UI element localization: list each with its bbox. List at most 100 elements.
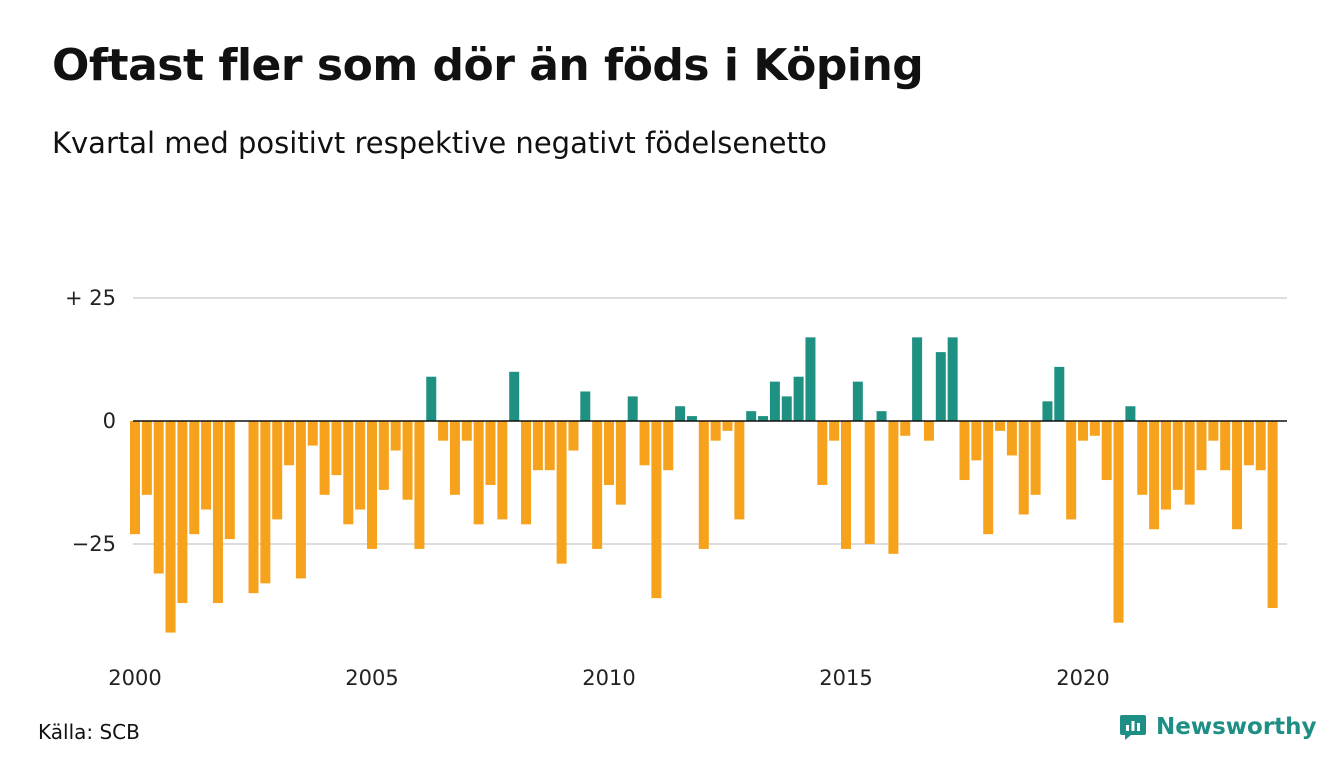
chart-bar xyxy=(1089,421,1100,436)
chart-bar xyxy=(189,421,200,535)
chart-bar xyxy=(1042,401,1053,421)
chart-bar xyxy=(414,421,425,549)
chart-bar xyxy=(746,411,757,421)
chart-bar xyxy=(130,421,140,535)
chart-bar xyxy=(1232,421,1243,530)
chart-bar xyxy=(165,421,176,633)
chart-bar xyxy=(995,421,1006,431)
chart-bar xyxy=(912,337,923,421)
chart-bar xyxy=(710,421,721,441)
chart-bar xyxy=(521,421,532,525)
chart-bar xyxy=(1018,421,1029,515)
chart-bar xyxy=(426,376,437,421)
chart-bar xyxy=(438,421,449,441)
chart-bar xyxy=(829,421,840,441)
chart-bar xyxy=(935,352,946,421)
y-tick-label: 0 xyxy=(103,409,116,433)
chart-bar xyxy=(1220,421,1231,471)
source-note: Källa: SCB xyxy=(38,720,140,744)
chart-bar xyxy=(615,421,626,505)
x-tick-label: 2015 xyxy=(819,666,872,690)
chart-bar xyxy=(639,421,650,466)
chart-bar xyxy=(343,421,354,525)
chart-bar xyxy=(1172,421,1183,490)
newsworthy-brand: Newsworthy xyxy=(1118,712,1317,742)
chart-bar xyxy=(1243,421,1254,466)
chart-bar xyxy=(1137,421,1148,495)
chart-bar xyxy=(781,396,792,421)
chart-bar xyxy=(793,376,804,421)
chart-bar xyxy=(248,421,259,594)
chart-bar xyxy=(378,421,389,490)
chart-bar xyxy=(1078,421,1088,441)
chart-bar xyxy=(900,421,911,436)
chart-bar xyxy=(1255,421,1266,471)
chart-bar xyxy=(260,421,271,584)
chart-bar xyxy=(675,406,686,421)
chart-bar xyxy=(1066,421,1077,520)
chart-bar xyxy=(841,421,851,549)
chart-bar xyxy=(876,411,887,421)
chart-bar xyxy=(355,421,366,510)
chart-bar xyxy=(1006,421,1017,456)
chart-bar xyxy=(390,421,401,451)
chart-bar xyxy=(1030,421,1041,495)
chart-bar xyxy=(544,421,555,471)
chart-bar xyxy=(532,421,543,471)
chart-bar xyxy=(497,421,508,520)
chart-bar xyxy=(1160,421,1171,510)
chart-bar xyxy=(402,421,413,500)
x-tick-label: 2005 xyxy=(345,666,398,690)
chart-bar xyxy=(580,391,591,421)
chart-bar xyxy=(769,381,780,421)
chart-bar xyxy=(177,421,188,604)
chart-bar xyxy=(1267,421,1278,608)
chart-bar xyxy=(663,421,674,471)
chart-bar xyxy=(805,337,816,421)
chart-bar xyxy=(1208,421,1219,441)
chart-bar xyxy=(923,421,934,441)
chart-bar xyxy=(461,421,472,441)
chart-bar xyxy=(604,421,614,485)
chart-bar xyxy=(698,421,709,549)
chart-bar xyxy=(983,421,994,535)
chart-bar xyxy=(473,421,484,525)
chart-bar xyxy=(272,421,283,520)
chart-bar xyxy=(331,421,342,476)
chart-subtitle: Kvartal med positivt respektive negativt… xyxy=(52,126,827,160)
chart-bar xyxy=(686,416,697,421)
chart-bar xyxy=(367,421,377,549)
chart-bar xyxy=(959,421,970,481)
chart-bar xyxy=(1101,421,1112,481)
chart-bar xyxy=(651,421,662,599)
chart-bar xyxy=(449,421,460,495)
chart-bar xyxy=(864,421,875,544)
chart-bar xyxy=(485,421,496,485)
chart-bar xyxy=(1113,421,1124,623)
chart-bar xyxy=(319,421,330,495)
chart-bar xyxy=(1184,421,1195,505)
chart-bar xyxy=(556,421,567,564)
chart-bar xyxy=(1125,406,1136,421)
chart-bar xyxy=(1196,421,1207,471)
chart-bar xyxy=(758,416,769,421)
x-tick-label: 2000 xyxy=(108,666,161,690)
newsworthy-logo-icon xyxy=(1120,715,1146,740)
x-tick-label: 2010 xyxy=(582,666,635,690)
chart-bar xyxy=(141,421,152,495)
chart-bar xyxy=(568,421,579,451)
chart-bar xyxy=(509,371,520,421)
chart-bar xyxy=(627,396,638,421)
y-tick-label: + 25 xyxy=(65,286,116,310)
chart-bar xyxy=(212,421,223,604)
chart-bar xyxy=(284,421,295,466)
chart-bar xyxy=(307,421,318,446)
chart-bar xyxy=(734,421,745,520)
grid-lines xyxy=(133,297,1287,545)
x-axis-labels: 2000 2005 2010 2015 2020 xyxy=(108,666,1109,690)
y-tick-label: −25 xyxy=(72,532,116,556)
brand-name: Newsworthy xyxy=(1156,714,1317,740)
chart-bar xyxy=(201,421,212,510)
chart-bar xyxy=(153,421,164,574)
